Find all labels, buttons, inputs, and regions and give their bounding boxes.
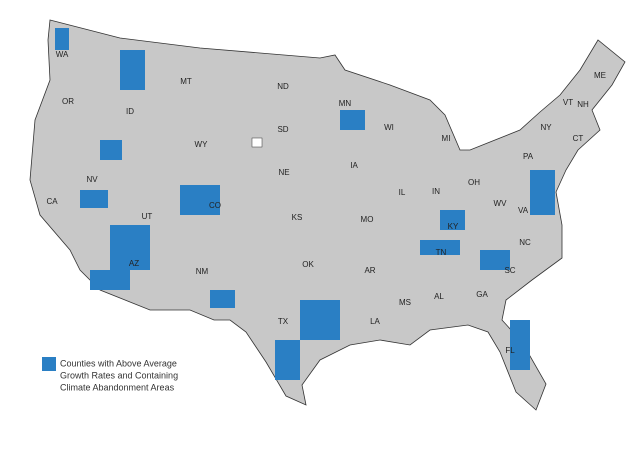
state-label: WA bbox=[56, 50, 69, 59]
state-label: WV bbox=[494, 199, 508, 208]
state-label: KY bbox=[448, 222, 459, 231]
state-label: ND bbox=[277, 82, 289, 91]
state-label: SC bbox=[504, 266, 515, 275]
state-label: OK bbox=[302, 260, 314, 269]
state-label: MN bbox=[339, 99, 352, 108]
state-label: NH bbox=[577, 100, 589, 109]
state-label: AZ bbox=[129, 259, 139, 268]
state-label: MI bbox=[442, 134, 451, 143]
state-label: NC bbox=[519, 238, 531, 247]
state-label: VT bbox=[563, 98, 573, 107]
state-label: AL bbox=[434, 292, 444, 301]
state-label: TX bbox=[278, 317, 289, 326]
highlighted-counties bbox=[55, 28, 555, 380]
state-label: NV bbox=[86, 175, 98, 184]
state-label: MS bbox=[399, 298, 411, 307]
state-label: WI bbox=[384, 123, 394, 132]
state-label: GA bbox=[476, 290, 488, 299]
legend-text: Counties with Above Average bbox=[60, 358, 177, 368]
state-label: LA bbox=[370, 317, 380, 326]
state-label: IL bbox=[399, 188, 406, 197]
state-label: VA bbox=[518, 206, 529, 215]
state-label: CT bbox=[573, 134, 584, 143]
state-label: IA bbox=[350, 161, 358, 170]
legend-text: Climate Abandonment Areas bbox=[60, 382, 175, 392]
state-label: ID bbox=[126, 107, 134, 116]
state-label: WY bbox=[195, 140, 209, 149]
state-label: MO bbox=[361, 215, 374, 224]
state-label: SD bbox=[277, 125, 288, 134]
state-label: CO bbox=[209, 201, 221, 210]
legend-swatch bbox=[42, 357, 56, 371]
state-label: OR bbox=[62, 97, 74, 106]
state-label: IN bbox=[432, 187, 440, 196]
blank-county bbox=[251, 137, 263, 148]
legend-text: Growth Rates and Containing bbox=[60, 370, 178, 380]
state-label: ME bbox=[594, 71, 606, 80]
state-label: NE bbox=[278, 168, 289, 177]
state-label: CA bbox=[46, 197, 58, 206]
state-label: NY bbox=[540, 123, 552, 132]
state-label: TN bbox=[436, 248, 447, 257]
state-label: FL bbox=[505, 346, 515, 355]
state-label: KS bbox=[292, 213, 303, 222]
state-label: PA bbox=[523, 152, 534, 161]
state-label: AR bbox=[364, 266, 375, 275]
state-label: OH bbox=[468, 178, 480, 187]
state-label: MT bbox=[180, 77, 192, 86]
state-label: UT bbox=[142, 212, 153, 221]
state-label: NM bbox=[196, 267, 209, 276]
